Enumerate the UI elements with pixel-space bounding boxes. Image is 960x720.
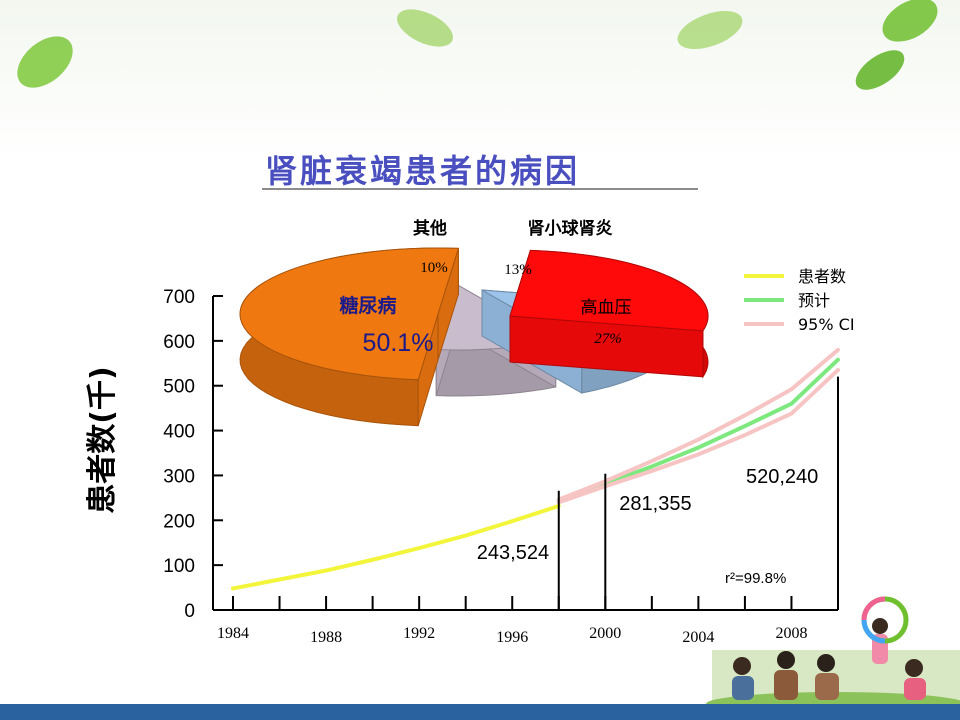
pie-value-label: 27% [594, 331, 622, 347]
legend-label: 患者数 [798, 267, 846, 286]
series-line [231, 503, 561, 591]
pie-slice-1 [509, 249, 709, 379]
x-tick-label: 2004 [682, 629, 714, 646]
pie-value-label: 13% [504, 262, 532, 278]
pie-slice-top [509, 249, 709, 332]
x-tick-label: 1984 [217, 625, 249, 642]
legend-label: 95% CI [798, 315, 855, 334]
pie-label: 糖尿病 [339, 294, 396, 317]
y-tick-label: 0 [184, 601, 195, 622]
family-photo [706, 596, 960, 716]
pie-slice-0 [239, 247, 460, 427]
data-label: 243,524 [477, 542, 549, 564]
y-tick-label: 400 [163, 422, 195, 443]
y-tick-label: 500 [163, 377, 195, 398]
y-tick-label: 200 [163, 511, 195, 532]
pie-label: 其他 [413, 218, 447, 239]
title-underline [262, 188, 698, 190]
data-label: 520,240 [746, 466, 818, 488]
y-tick-label: 100 [163, 556, 195, 577]
page-title: 肾脏衰竭患者的病因 [265, 152, 581, 190]
y-tick-label: 700 [163, 287, 195, 308]
data-label: 281,355 [619, 493, 691, 515]
legend-label: 预计 [798, 291, 830, 310]
y-tick-label: 600 [163, 332, 195, 353]
pie-slice-top [239, 247, 460, 381]
y-axis-label: 患者数(千) [85, 366, 120, 513]
x-tick-label: 1996 [496, 629, 528, 646]
pie-value-label: 50.1% [363, 329, 434, 357]
y-tick-label: 300 [163, 466, 195, 487]
footer-bar [0, 704, 960, 720]
x-tick-label: 2000 [589, 625, 621, 642]
x-tick-label: 1988 [310, 629, 342, 646]
x-tick-label: 2008 [775, 625, 807, 642]
leaf-decoration [17, 0, 938, 90]
pie-label: 肾小球肾炎 [528, 219, 613, 239]
r-squared-label: r²=99.8% [725, 570, 786, 587]
x-tick-label: 1992 [403, 625, 435, 642]
pie-label: 高血压 [581, 298, 632, 318]
pie-value-label: 10% [420, 260, 448, 276]
